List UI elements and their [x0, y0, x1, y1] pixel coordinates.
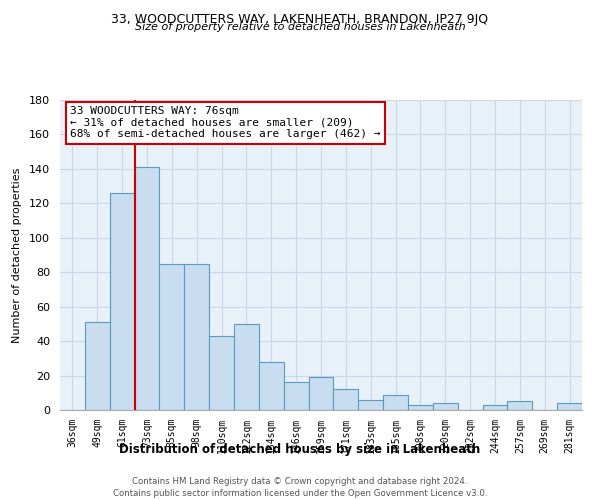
Text: 33 WOODCUTTERS WAY: 76sqm
← 31% of detached houses are smaller (209)
68% of semi: 33 WOODCUTTERS WAY: 76sqm ← 31% of detac…	[70, 106, 381, 140]
Bar	[383, 394, 408, 410]
Bar	[259, 362, 284, 410]
Bar	[284, 382, 308, 410]
Text: Contains public sector information licensed under the Open Government Licence v3: Contains public sector information licen…	[113, 489, 487, 498]
Text: Size of property relative to detached houses in Lakenheath: Size of property relative to detached ho…	[134, 22, 466, 32]
Text: 33, WOODCUTTERS WAY, LAKENHEATH, BRANDON, IP27 9JQ: 33, WOODCUTTERS WAY, LAKENHEATH, BRANDON…	[112, 12, 488, 26]
Bar	[557, 403, 582, 410]
Bar	[234, 324, 259, 410]
Bar	[85, 322, 110, 410]
Bar	[334, 390, 358, 410]
Bar	[134, 167, 160, 410]
Bar	[160, 264, 184, 410]
Bar	[209, 336, 234, 410]
Bar	[433, 403, 458, 410]
Bar	[508, 402, 532, 410]
Text: Distribution of detached houses by size in Lakenheath: Distribution of detached houses by size …	[119, 442, 481, 456]
Bar	[482, 405, 508, 410]
Bar	[110, 193, 134, 410]
Bar	[184, 264, 209, 410]
Y-axis label: Number of detached properties: Number of detached properties	[12, 168, 22, 342]
Bar	[408, 405, 433, 410]
Text: Contains HM Land Registry data © Crown copyright and database right 2024.: Contains HM Land Registry data © Crown c…	[132, 478, 468, 486]
Bar	[308, 378, 334, 410]
Bar	[358, 400, 383, 410]
